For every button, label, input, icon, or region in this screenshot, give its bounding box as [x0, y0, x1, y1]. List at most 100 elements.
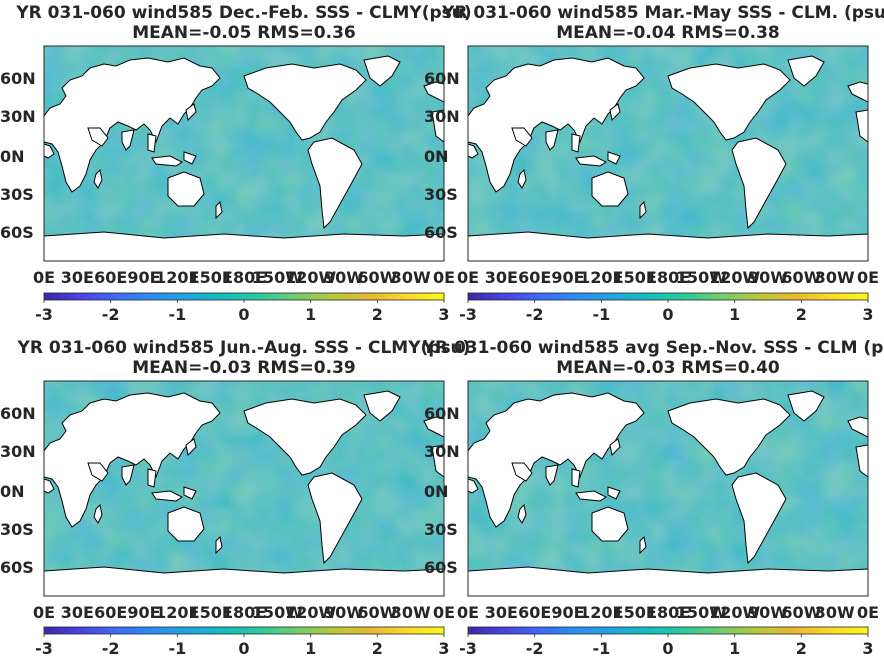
panel-title: YR 031-060 wind585 Jun.-Aug. SSS - CLMY(…	[17, 338, 471, 358]
lat-tick-label: 60N	[424, 404, 460, 423]
colorbar-tick-label: 0	[662, 639, 673, 658]
lon-tick-label: 90W	[324, 603, 364, 622]
colorbar-tick-label: -2	[526, 639, 544, 658]
map-frame	[467, 45, 869, 262]
lat-tick-label: 30N	[424, 442, 460, 461]
lat-tick-label: 60S	[0, 558, 34, 577]
colorbar-tick-label: 1	[305, 639, 316, 658]
lon-tick-label: 150E	[613, 603, 657, 622]
lon-tick-label: 0E	[433, 603, 455, 622]
lon-tick-label: 60W	[781, 603, 821, 622]
colorbar-tick-label: 2	[372, 639, 383, 658]
colorbar-tick-label: 1	[729, 305, 740, 324]
colorbar-tick-label: -2	[102, 639, 120, 658]
map-panel: YR 031-060 wind585 Mar.-May SSS - CLM. (…	[424, 3, 884, 324]
lon-tick-label: 150W	[676, 603, 727, 622]
colorbar-tick-label: -3	[35, 639, 53, 658]
panel-stats: MEAN=-0.03 RMS=0.39	[132, 358, 356, 378]
map-panel: YR 031-060 wind585 Dec.-Feb. SSS - CLMY(…	[0, 3, 472, 324]
colorbar-tick-label: -1	[592, 305, 610, 324]
lon-tick-label: 60E	[518, 603, 551, 622]
lon-tick-label: 0E	[33, 268, 55, 287]
colorbar-tick-label: -1	[592, 639, 610, 658]
lon-tick-label: 90W	[748, 603, 788, 622]
sss-anomaly-field	[44, 381, 444, 596]
lon-tick-label: 0E	[857, 268, 879, 287]
lat-tick-label: 30S	[0, 185, 34, 204]
panel-title: YR 031-060 wind585 Dec.-Feb. SSS - CLMY(…	[15, 3, 471, 23]
colorbar: -3 -2 -1 0 1 2 3	[459, 292, 874, 324]
lon-tick-label: 30E	[485, 268, 518, 287]
colorbar-tick-label: -3	[459, 639, 477, 658]
lon-tick-label: 90E	[551, 603, 584, 622]
lon-tick-label: 180E	[222, 268, 266, 287]
lat-tick-label: 30S	[424, 185, 458, 204]
lat-tick-label: 60N	[0, 404, 36, 423]
colorbar-tick-label: 2	[372, 305, 383, 324]
map-panel: YR 031-060 wind585 avg Sep.-Nov. SSS - C…	[422, 338, 884, 658]
lon-tick-label: 150E	[189, 268, 233, 287]
lon-tick-label: 120E	[155, 603, 199, 622]
lat-tick-label: 0N	[0, 147, 25, 166]
lon-tick-label: 180E	[222, 603, 266, 622]
lat-tick-label: 0N	[424, 147, 449, 166]
lat-tick-label: 60N	[0, 69, 36, 88]
lat-tick-label: 60S	[0, 223, 34, 242]
panel-stats: MEAN=-0.03 RMS=0.40	[556, 358, 780, 378]
lat-tick-label: 60S	[424, 223, 458, 242]
lon-tick-label: 60W	[781, 268, 821, 287]
lon-tick-label: 120W	[285, 603, 336, 622]
lon-tick-label: 0E	[857, 603, 879, 622]
sss-anomaly-field	[468, 46, 868, 261]
colorbar-tick-label: 3	[438, 639, 449, 658]
colorbar-tick-label: 1	[305, 305, 316, 324]
lon-tick-label: 90W	[748, 268, 788, 287]
lon-tick-label: 180E	[646, 603, 690, 622]
panel-stats: MEAN=-0.04 RMS=0.38	[556, 23, 780, 43]
colorbar-tick-label: -1	[168, 305, 186, 324]
lat-tick-label: 60N	[424, 69, 460, 88]
lon-tick-label: 120E	[579, 603, 623, 622]
colorbar-tick-label: 0	[238, 305, 249, 324]
lat-tick-label: 30N	[0, 107, 36, 126]
colorbar-tick-label: -3	[35, 305, 53, 324]
lat-tick-label: 30S	[424, 520, 458, 539]
lon-tick-label: 90W	[324, 268, 364, 287]
colorbar: -3 -2 -1 0 1 2 3	[459, 626, 874, 658]
lon-tick-label: 120W	[709, 268, 760, 287]
lon-tick-label: 0E	[457, 603, 479, 622]
map-frame	[43, 45, 445, 262]
lon-tick-label: 120E	[155, 268, 199, 287]
lon-tick-label: 30E	[61, 603, 94, 622]
panel-stats: MEAN=-0.05 RMS=0.36	[132, 23, 356, 43]
colorbar-tick-label: 1	[729, 639, 740, 658]
colorbar-tick-label: -2	[102, 305, 120, 324]
map-frame	[43, 380, 445, 597]
panel-title: YR 031-060 wind585 avg Sep.-Nov. SSS - C…	[422, 338, 884, 358]
panel-title: YR 031-060 wind585 Mar.-May SSS - CLM. (…	[441, 3, 884, 23]
lon-tick-label: 30W	[391, 268, 431, 287]
lon-tick-label: 120E	[579, 268, 623, 287]
lon-tick-label: 30E	[485, 603, 518, 622]
lon-tick-label: 150E	[189, 603, 233, 622]
lon-tick-label: 0E	[433, 268, 455, 287]
lon-tick-label: 0E	[33, 603, 55, 622]
colorbar-tick-label: 3	[438, 305, 449, 324]
lat-tick-label: 30S	[0, 520, 34, 539]
lon-tick-label: 150W	[252, 268, 303, 287]
lat-tick-label: 0N	[0, 482, 25, 501]
lon-tick-label: 90E	[127, 603, 160, 622]
lon-tick-label: 0E	[457, 268, 479, 287]
lon-tick-label: 60E	[94, 268, 127, 287]
colorbar-tick-label: -3	[459, 305, 477, 324]
lon-tick-label: 30W	[391, 603, 431, 622]
lon-tick-label: 180E	[646, 268, 690, 287]
colorbar-tick-label: -2	[526, 305, 544, 324]
lon-tick-label: 150E	[613, 268, 657, 287]
colorbar-tick-label: 3	[862, 639, 873, 658]
lon-tick-label: 150W	[252, 603, 303, 622]
colorbar-tick-label: 3	[862, 305, 873, 324]
lon-tick-label: 30E	[61, 268, 94, 287]
lon-tick-label: 60W	[357, 603, 397, 622]
